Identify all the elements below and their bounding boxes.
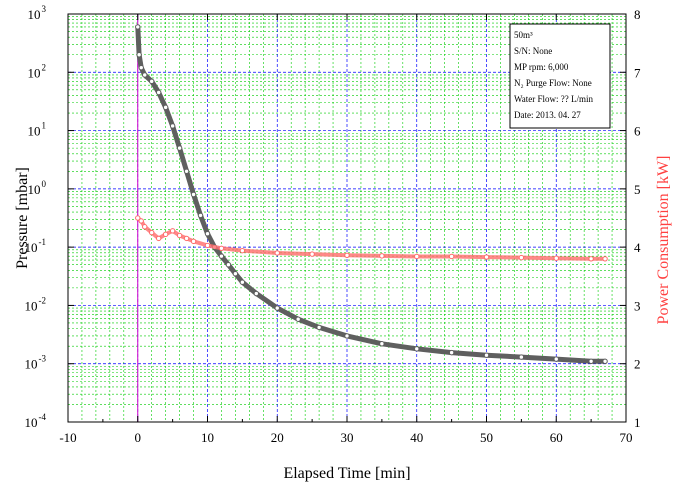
tick-exponent: 0: [42, 179, 47, 189]
x-tick-label: 60: [550, 430, 563, 445]
axis-ticks: [67, 13, 627, 423]
tick-exponent: -2: [39, 295, 47, 305]
pressure-point: [149, 78, 155, 85]
pressure-point: [483, 352, 490, 358]
pressure-point: [183, 168, 190, 175]
legend-line: Water Flow: ?? L/min: [514, 94, 594, 104]
x-tick-label: 20: [271, 430, 284, 445]
power-point: [518, 254, 525, 261]
legend-line: 50m³: [514, 30, 533, 40]
pressure-point: [225, 261, 232, 268]
tick-exponent: 3: [42, 4, 47, 14]
power-point: [553, 255, 559, 261]
power-point: [190, 238, 197, 245]
series-layer: [135, 24, 608, 365]
pressure-point: [169, 123, 176, 129]
y-left-tick-label: 10-3: [25, 354, 47, 372]
pressure-point: [190, 191, 197, 198]
power-point: [183, 235, 190, 242]
x-tick-label: 30: [341, 430, 354, 445]
x-tick-label: 50: [480, 430, 493, 445]
power-point: [239, 247, 246, 254]
legend-line: S/N: None: [514, 46, 552, 56]
pressure-point: [518, 354, 525, 360]
pressure-point: [379, 341, 385, 347]
x-tick-label: 40: [410, 430, 423, 445]
power-point: [379, 253, 385, 259]
pressure-point: [142, 72, 148, 78]
y-right-tick-label: 3: [634, 298, 641, 313]
pressure-point: [135, 24, 141, 30]
power-point: [309, 251, 315, 257]
tick-exponent: -4: [39, 412, 47, 422]
pressure-point: [218, 253, 225, 259]
power-point: [138, 218, 144, 224]
pressure-point: [295, 316, 301, 322]
x-tick-label: 70: [620, 430, 633, 445]
x-tick-label: 0: [135, 430, 142, 445]
y-axis-left-label: Pressure [mbar]: [14, 167, 31, 269]
x-tick-label: -10: [59, 430, 76, 445]
pressure-point: [253, 290, 260, 297]
y-right-tick-label: 5: [634, 182, 641, 197]
pressure-point: [274, 305, 280, 311]
tick-exponent: 1: [42, 121, 47, 131]
tick-exponent: -1: [39, 237, 47, 247]
pressure-point: [588, 358, 594, 365]
pressure-point: [197, 212, 204, 219]
y-left-tick-label: 10-4: [25, 412, 47, 430]
power-point: [218, 245, 225, 252]
legend-line: Date: 2013. 04. 27: [514, 110, 581, 120]
power-point: [169, 228, 176, 234]
pressure-point: [155, 89, 162, 96]
y-right-tick-label: 1: [634, 415, 641, 430]
pressure-point: [176, 145, 183, 151]
x-tick-label: 10: [201, 430, 214, 445]
power-point: [448, 253, 455, 260]
pressure-point: [414, 346, 420, 352]
x-axis-label: Elapsed Time [min]: [283, 465, 410, 482]
y-right-tick-label: 4: [634, 240, 641, 255]
pressure-point: [602, 358, 608, 365]
pressure-point: [204, 231, 211, 237]
pressure-point: [162, 104, 169, 111]
pressure-point: [344, 333, 350, 339]
power-point: [162, 231, 169, 238]
tick-exponent: -3: [39, 354, 47, 364]
y-left-tick-label: 10-2: [25, 295, 47, 313]
y-left-tick-label: 102: [28, 62, 47, 80]
y-right-tick-label: 8: [634, 7, 641, 22]
tick-exponent: 2: [42, 62, 47, 72]
power-point: [588, 256, 594, 262]
pressure-point: [239, 279, 246, 285]
power-point: [602, 256, 608, 262]
power-point: [155, 235, 162, 242]
power-point: [483, 254, 490, 260]
pressure-point: [136, 52, 142, 58]
pressure-point: [448, 349, 455, 356]
y-right-tick-label: 7: [634, 65, 641, 80]
y-left-tick-label: 101: [28, 121, 47, 139]
y-axis-right-label: Power Consumption [kW]: [655, 156, 672, 325]
legend-line: N₂ Purge Flow: None: [514, 78, 592, 88]
power-point: [142, 224, 148, 230]
pressure-point: [232, 271, 239, 277]
pressure-point: [138, 64, 144, 71]
legend-line: MP rpm: 6,000: [514, 62, 569, 72]
power-point: [344, 252, 350, 259]
power-point: [135, 215, 141, 221]
pressure-point: [553, 356, 559, 362]
power-point: [149, 229, 155, 236]
legend-box: 50m³ S/N: None MP rpm: 6,000 N₂ Purge Fl…: [509, 23, 611, 129]
pressure-point: [316, 324, 322, 331]
power-point: [414, 253, 420, 260]
y-left-tick-label: 103: [28, 4, 47, 22]
y-right-tick-label: 2: [634, 357, 641, 372]
y-right-tick-label: 6: [634, 124, 641, 139]
power-point: [176, 232, 183, 239]
power-point: [204, 242, 211, 249]
power-point: [274, 250, 280, 256]
